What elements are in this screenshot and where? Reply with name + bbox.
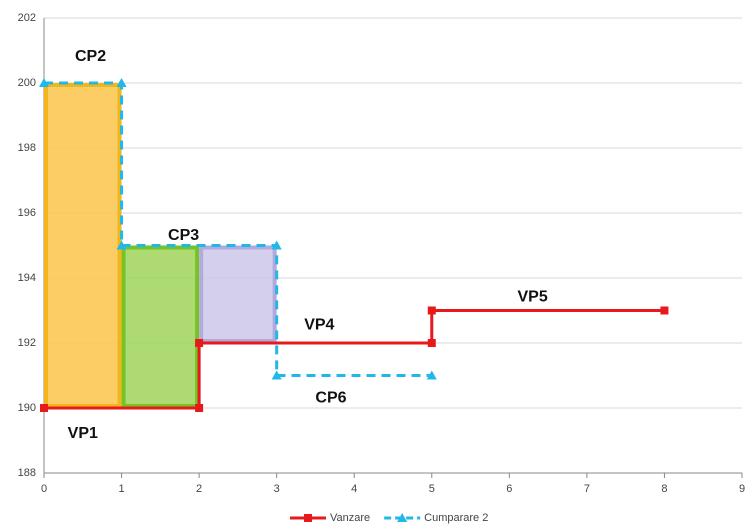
annotation: CP6 bbox=[315, 389, 346, 406]
marker bbox=[116, 240, 127, 250]
y-tick-label: 190 bbox=[18, 402, 36, 414]
marker bbox=[427, 339, 436, 347]
y-tick-label: 188 bbox=[18, 467, 36, 479]
x-tick-label: 1 bbox=[118, 483, 124, 495]
region bbox=[199, 245, 277, 343]
y-tick-label: 196 bbox=[18, 207, 36, 219]
annotation: CP2 bbox=[75, 48, 106, 65]
x-tick-label: 3 bbox=[274, 483, 280, 495]
legend-marker bbox=[397, 513, 408, 522]
marker bbox=[39, 78, 49, 87]
legend-label: Vanzare bbox=[330, 512, 370, 524]
marker bbox=[271, 370, 282, 380]
y-tick-label: 198 bbox=[18, 142, 36, 154]
marker bbox=[40, 404, 48, 412]
x-tick-label: 4 bbox=[351, 483, 357, 495]
y-tick-label: 200 bbox=[18, 77, 36, 89]
x-tick-label: 7 bbox=[584, 483, 590, 495]
y-tick-label: 202 bbox=[18, 12, 36, 24]
marker bbox=[660, 306, 669, 315]
region bbox=[44, 83, 122, 408]
legend-marker bbox=[304, 514, 312, 522]
marker bbox=[195, 404, 204, 412]
annotation: VP5 bbox=[517, 289, 547, 306]
x-tick-label: 8 bbox=[661, 483, 667, 495]
series-line bbox=[44, 309, 665, 410]
x-tick-label: 2 bbox=[196, 483, 202, 495]
y-tick-label: 194 bbox=[18, 272, 36, 284]
marker bbox=[116, 78, 127, 87]
x-tick-label: 5 bbox=[429, 483, 435, 495]
marker bbox=[271, 240, 282, 250]
region bbox=[121, 245, 200, 408]
annotation: VP4 bbox=[304, 316, 334, 333]
x-tick-label: 6 bbox=[506, 483, 512, 495]
x-tick-label: 9 bbox=[739, 483, 745, 495]
annotation: VP1 bbox=[68, 425, 98, 442]
series-line bbox=[44, 81, 432, 377]
x-tick-label: 0 bbox=[41, 483, 47, 495]
marker bbox=[426, 370, 437, 380]
marker bbox=[195, 339, 204, 347]
annotation: CP3 bbox=[168, 227, 199, 244]
marker bbox=[427, 306, 436, 315]
y-tick-label: 192 bbox=[18, 337, 36, 349]
legend-label: Cumparare 2 bbox=[424, 512, 488, 524]
